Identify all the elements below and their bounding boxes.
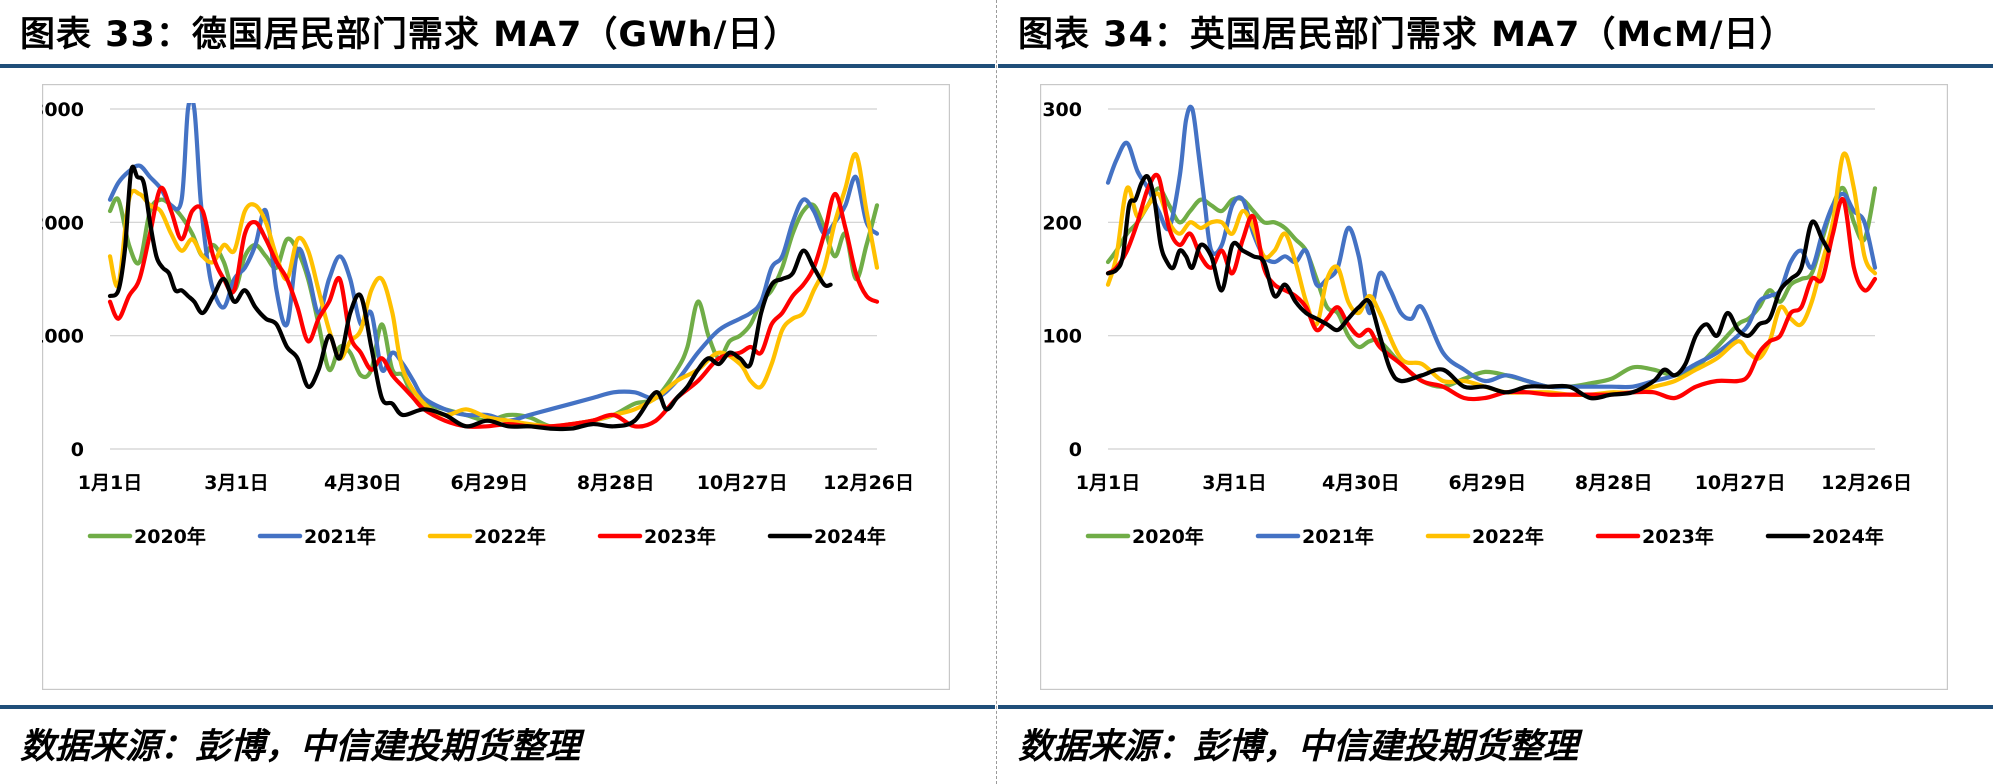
y-tick-label: 2000 xyxy=(42,212,84,234)
line-chart-uk: 0 100 200 300 1月1日 3月1日 4月30日 6月29日 8月28日 10月27日 1… xyxy=(1040,84,1948,690)
source-rule xyxy=(998,705,1993,709)
x-tick-label: 10月27日 xyxy=(1695,472,1786,494)
x-tick-label: 6月29日 xyxy=(450,472,528,494)
x-tick-label: 12月26日 xyxy=(1821,472,1912,494)
figure-source: 数据来源：彭博，中信建投期货整理 xyxy=(20,726,581,767)
figure-title: 图表 34：英国居民部门需求 MA7（McM/日） xyxy=(1018,15,1796,55)
title-rule xyxy=(0,64,995,68)
series-line-4 xyxy=(107,185,880,429)
x-tick-label: 1月1日 xyxy=(78,472,142,494)
series-line-5 xyxy=(107,164,833,432)
series-line-3 xyxy=(1105,151,1878,397)
legend-label: 2020年 xyxy=(134,525,206,548)
y-tick-label: 300 xyxy=(1042,99,1082,121)
legend-label: 2023年 xyxy=(644,525,716,548)
x-tick-label: 3月1日 xyxy=(1202,472,1266,494)
legend-label: 2020年 xyxy=(1132,525,1204,548)
y-tick-label: 0 xyxy=(1069,439,1082,461)
series-line-5 xyxy=(1105,174,1831,401)
figure-panel-uk: 图表 34：英国居民部门需求 MA7（McM/日） 0 100 200 300 1月1日… xyxy=(998,0,1993,784)
series-line-4 xyxy=(1105,172,1878,402)
legend-label: 2022年 xyxy=(1472,525,1544,548)
legend-label: 2024年 xyxy=(814,525,886,548)
x-tick-label: 8月28日 xyxy=(1575,472,1653,494)
legend-label: 2023年 xyxy=(1642,525,1714,548)
x-tick-label: 10月27日 xyxy=(697,472,788,494)
y-tick-label: 200 xyxy=(1042,212,1082,234)
legend-label: 2021年 xyxy=(1302,525,1374,548)
series-line-3 xyxy=(107,152,880,429)
title-rule xyxy=(998,64,1993,68)
legend-label: 2022年 xyxy=(474,525,546,548)
x-tick-label: 4月30日 xyxy=(324,472,402,494)
panel-divider xyxy=(996,0,997,784)
figure-panel-germany: 图表 33：德国居民部门需求 MA7（GWh/日） 0 1000 2000 3000 1… xyxy=(0,0,995,784)
y-tick-label: 1000 xyxy=(42,326,84,348)
source-rule xyxy=(0,705,995,709)
x-tick-label: 12月26日 xyxy=(823,472,914,494)
legend-label: 2021年 xyxy=(304,525,376,548)
series-line-2 xyxy=(1105,104,1878,390)
x-tick-label: 6月29日 xyxy=(1448,472,1526,494)
x-tick-label: 8月28日 xyxy=(577,472,655,494)
figure-source: 数据来源：彭博，中信建投期货整理 xyxy=(1018,726,1579,767)
legend-label: 2024年 xyxy=(1812,525,1884,548)
chart-frame xyxy=(42,84,950,690)
x-tick-label: 4月30日 xyxy=(1322,472,1400,494)
line-chart-germany: 0 1000 2000 3000 1月1日 3月1日 4月30日 6月29日 8月28日 10月2… xyxy=(42,84,950,690)
series-group xyxy=(1105,104,1878,402)
figure-title: 图表 33：德国居民部门需求 MA7（GWh/日） xyxy=(20,15,800,55)
x-tick-label: 1月1日 xyxy=(1076,472,1140,494)
y-tick-label: 100 xyxy=(1042,326,1082,348)
y-tick-label: 0 xyxy=(71,439,84,461)
series-group xyxy=(107,103,880,432)
y-tick-label: 3000 xyxy=(42,99,84,121)
x-tick-label: 3月1日 xyxy=(204,472,268,494)
